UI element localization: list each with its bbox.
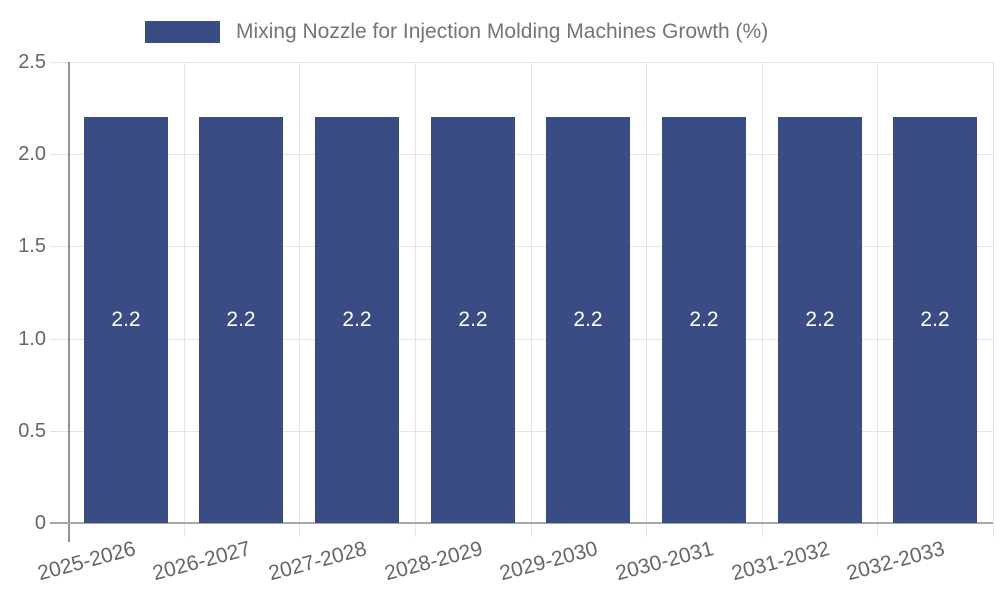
x-gridline [762, 62, 763, 537]
x-axis-tick-label: 2025-2026 [34, 537, 138, 586]
x-gridline [415, 62, 416, 537]
bar[interactable]: 2.2 [84, 117, 168, 523]
y-axis-tick-label: 1.0 [18, 328, 46, 350]
y-axis-tick-label: 0 [34, 512, 46, 534]
x-gridline [646, 62, 647, 537]
chart-legend[interactable]: Mixing Nozzle for Injection Molding Mach… [145, 20, 768, 44]
x-axis-tick-label: 2028-2029 [381, 537, 485, 586]
x-axis-tick-label: 2032-2033 [843, 537, 947, 586]
bar[interactable]: 2.2 [662, 117, 746, 523]
bar[interactable]: 2.2 [546, 117, 630, 523]
y-axis-tick-label: 2.0 [18, 143, 46, 165]
x-axis-tick-label: 2031-2032 [728, 537, 832, 586]
x-axis-line [50, 522, 993, 524]
y-gridline [50, 62, 993, 63]
bar-value-label: 2.2 [920, 308, 950, 331]
legend-swatch-icon [145, 21, 220, 43]
y-axis-line [68, 62, 70, 542]
y-gridline [50, 154, 993, 155]
y-gridline [50, 246, 993, 247]
bar-value-label: 2.2 [226, 308, 256, 331]
bar[interactable]: 2.2 [431, 117, 515, 523]
x-axis-tick-label: 2029-2030 [496, 537, 600, 586]
y-axis-tick-label: 1.5 [18, 235, 46, 257]
x-axis-tick-label: 2026-2027 [149, 537, 253, 586]
y-gridline [50, 339, 993, 340]
x-gridline [877, 62, 878, 537]
y-axis-tick-label: 0.5 [18, 420, 46, 442]
legend-label: Mixing Nozzle for Injection Molding Mach… [236, 20, 769, 43]
bar-value-label: 2.2 [342, 308, 372, 331]
x-axis-tick-label: 2030-2031 [612, 537, 716, 586]
x-axis-tick-label: 2027-2028 [265, 537, 369, 586]
x-gridline [531, 62, 532, 537]
x-gridline [299, 62, 300, 537]
y-axis-tick-label: 2.5 [18, 51, 46, 73]
bar[interactable]: 2.2 [893, 117, 977, 523]
bar[interactable]: 2.2 [315, 117, 399, 523]
bar[interactable]: 2.2 [778, 117, 862, 523]
bar-value-label: 2.2 [111, 308, 141, 331]
bar-value-label: 2.2 [805, 308, 835, 331]
bar-value-label: 2.2 [573, 308, 603, 331]
x-gridline [993, 62, 994, 537]
y-gridline [50, 431, 993, 432]
bar-value-label: 2.2 [689, 308, 719, 331]
bar-value-label: 2.2 [458, 308, 488, 331]
x-gridline [184, 62, 185, 537]
bar[interactable]: 2.2 [199, 117, 283, 523]
